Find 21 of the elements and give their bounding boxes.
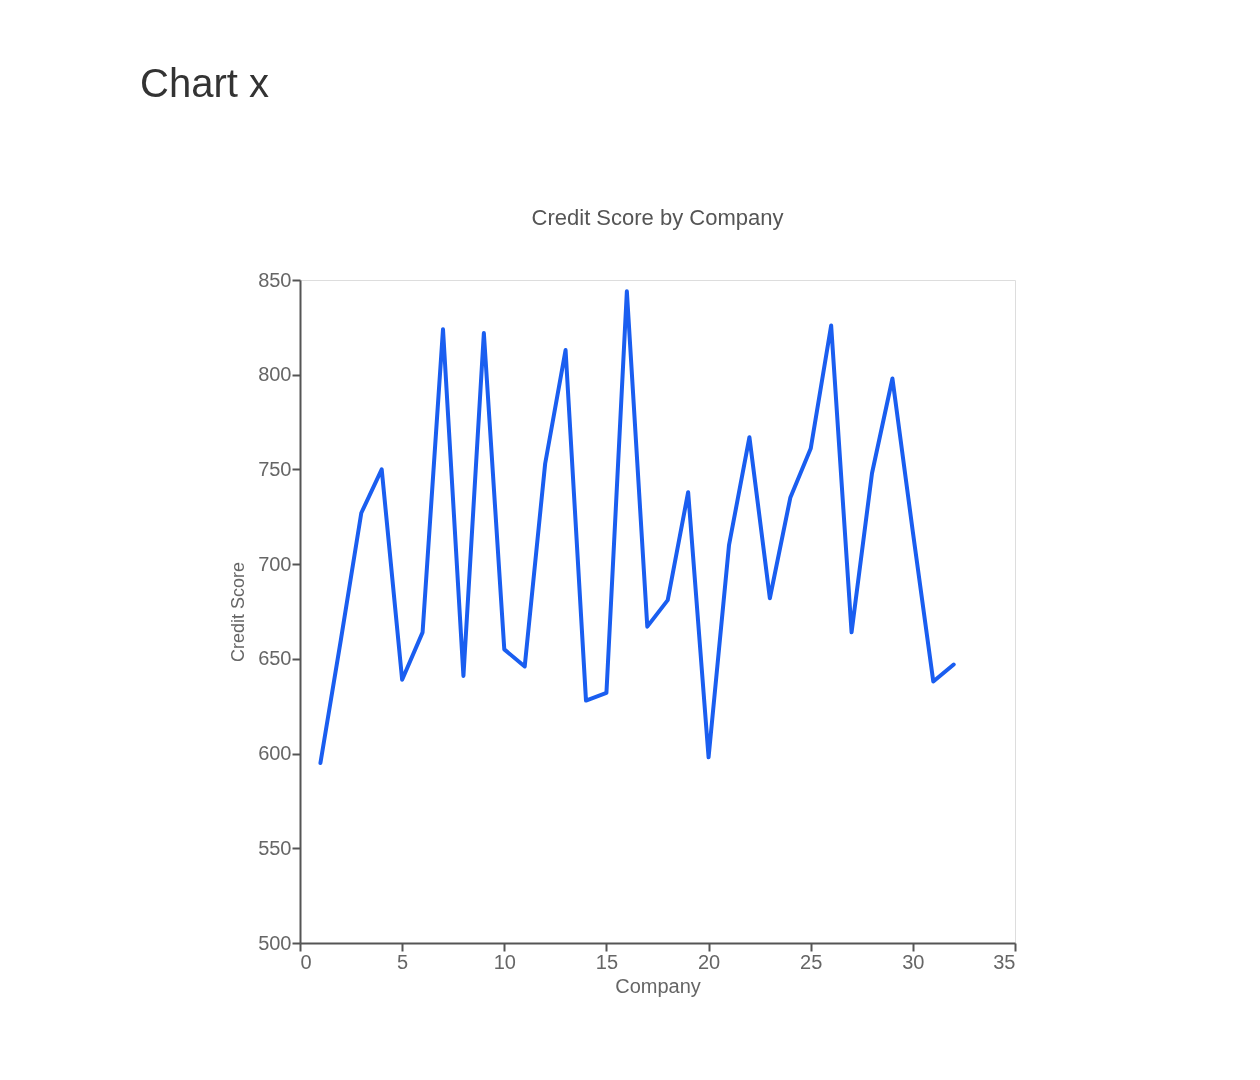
line-series [318, 289, 956, 766]
text: Chart x [140, 61, 269, 105]
x-tick-label: 35 [993, 950, 1016, 973]
x-tick-label: 30 [902, 950, 925, 973]
y-tick-label: 750 [258, 457, 292, 480]
y-tick-label: 800 [258, 363, 292, 386]
y-tick-label: 650 [258, 647, 292, 670]
x-tick-label: 20 [697, 950, 721, 973]
x-tick-label: 15 [595, 950, 619, 973]
y-tick-label: 850 [258, 268, 292, 291]
x-tick-label: 25 [800, 950, 823, 973]
x-tick-label: 5 [397, 950, 409, 973]
y-tick-label: 700 [258, 552, 292, 575]
y-axis-title: Credit Score [228, 561, 249, 663]
x-tick-label: 10 [493, 950, 516, 973]
chart-title: Credit Score by Company [531, 205, 784, 230]
y-tick-label: 550 [258, 836, 292, 859]
x-axis-title: Company [615, 974, 701, 997]
x-tick-label: 0 [300, 950, 312, 973]
y-tick-label: 600 [258, 742, 292, 765]
y-tick-label: 500 [258, 931, 292, 954]
